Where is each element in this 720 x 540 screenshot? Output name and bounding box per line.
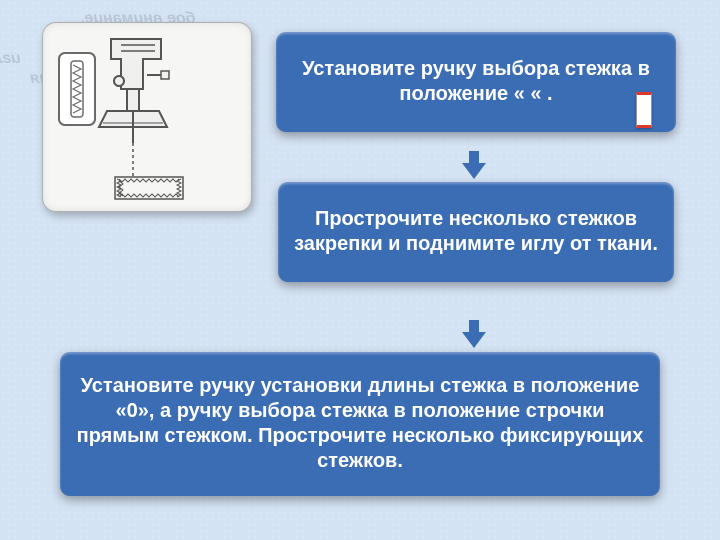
step-1-text: Установите ручку выбора стежка в положен…	[292, 57, 660, 107]
step-box-1: Установите ручку выбора стежка в положен…	[276, 32, 676, 132]
step-2-text: Прострочите несколько стежков закрепки и…	[294, 207, 658, 257]
step-3-text: Установите ручку установки длины стежка …	[76, 374, 644, 474]
arrow-down-icon	[462, 332, 486, 348]
step-box-2: Прострочите несколько стежков закрепки и…	[278, 182, 674, 282]
sewing-machine-illustration	[51, 31, 243, 203]
background-hint-text-2: иглу,	[0, 50, 21, 68]
buttonhole-icon	[636, 92, 652, 128]
step-box-3: Установите ручку установки длины стежка …	[60, 352, 660, 496]
arrow-down-icon	[462, 163, 486, 179]
sewing-machine-illustration-frame	[42, 22, 252, 212]
